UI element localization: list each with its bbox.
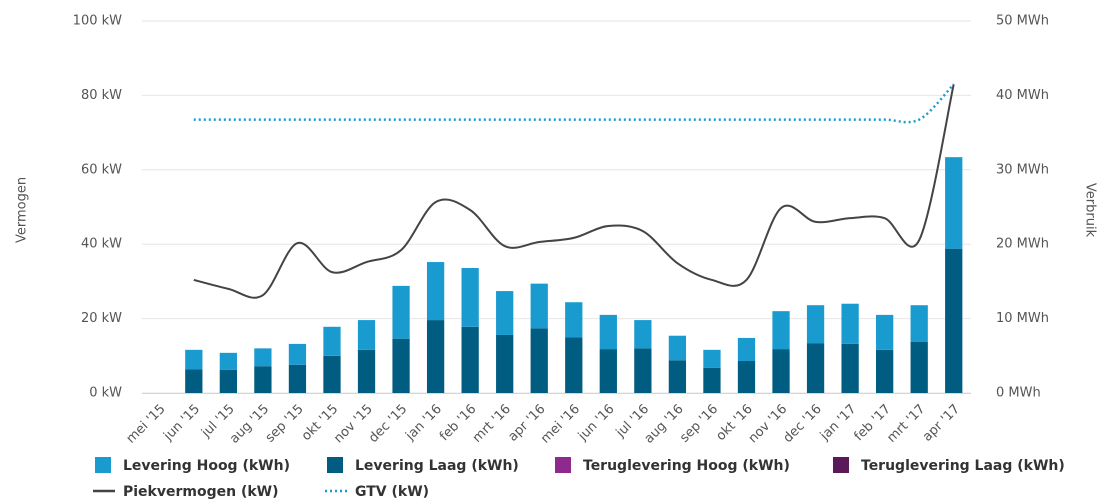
bar	[772, 349, 790, 393]
bar	[357, 349, 376, 393]
y2-tick-label: 0 MWh	[996, 386, 1041, 401]
bar	[357, 320, 376, 350]
bar	[806, 305, 825, 344]
x-tick-label: jan '17	[817, 402, 859, 444]
bar	[668, 335, 687, 361]
bar	[461, 326, 479, 393]
x-tick-label: aug '15	[227, 402, 272, 447]
legend-swatch	[95, 457, 111, 473]
bar	[185, 369, 203, 393]
bar	[219, 352, 237, 370]
bar	[841, 343, 859, 393]
bar	[323, 355, 341, 393]
bar	[426, 262, 445, 321]
x-tick-label: apr '17	[920, 402, 963, 445]
y2-tick-label: 30 MWh	[996, 162, 1049, 177]
bar	[288, 343, 307, 365]
bar	[772, 311, 790, 350]
bar	[841, 303, 859, 344]
bar	[219, 369, 237, 393]
y-tick-label: 20 kW	[81, 311, 122, 326]
legend-label: Levering Hoog (kWh)	[123, 458, 290, 474]
x-tick-label: dec '16	[781, 402, 825, 446]
y2-tick-label: 20 MWh	[996, 237, 1049, 252]
bar	[737, 361, 756, 393]
bar	[254, 348, 272, 367]
bar	[634, 320, 652, 349]
bar	[461, 268, 479, 327]
bar	[910, 341, 928, 393]
y-tick-label: 80 kW	[81, 88, 122, 103]
legend-swatch	[555, 457, 571, 473]
bar	[876, 314, 894, 350]
bar	[392, 285, 410, 339]
y-tick-label: 100 kW	[73, 14, 122, 29]
bar	[288, 364, 307, 393]
legend-label: Teruglevering Hoog (kWh)	[583, 458, 790, 474]
bar	[323, 326, 341, 356]
y-tick-label: 60 kW	[81, 162, 122, 177]
y-axis-title: Vermogen	[15, 177, 30, 243]
y2-axis-title: Verbruik	[1083, 183, 1098, 238]
legend-label: Teruglevering Laag (kWh)	[861, 458, 1065, 474]
legend-swatch	[833, 457, 849, 473]
peak-line	[193, 84, 955, 299]
x-tick-label: sep '16	[677, 402, 721, 446]
legend-label: GTV (kW)	[355, 484, 429, 500]
y2-tick-label: 50 MWh	[996, 14, 1049, 29]
x-tick-label: mei '15	[124, 402, 169, 447]
bar	[530, 328, 548, 393]
bar	[668, 360, 687, 393]
legend-label: Levering Laag (kWh)	[355, 458, 519, 474]
y2-tick-label: 10 MWh	[996, 311, 1049, 326]
x-tick-label: dec '15	[366, 402, 410, 446]
bar	[737, 337, 756, 362]
bar	[910, 305, 928, 342]
y-tick-label: 40 kW	[81, 237, 122, 252]
bar	[703, 349, 721, 368]
bar	[876, 349, 894, 393]
x-tick-label: sep '15	[263, 402, 307, 446]
bar	[565, 302, 583, 338]
bar	[945, 248, 963, 393]
bar	[426, 320, 445, 393]
bar	[599, 314, 617, 350]
bar	[703, 367, 721, 393]
bar	[496, 334, 514, 393]
bar	[392, 338, 410, 393]
y-tick-label: 0 kW	[89, 386, 122, 401]
gtv-line	[193, 83, 955, 124]
bar	[806, 343, 825, 393]
bar	[254, 366, 272, 393]
bar	[496, 291, 514, 335]
x-tick-label: jan '16	[402, 402, 444, 444]
x-tick-label: mei '16	[538, 402, 583, 447]
y2-tick-label: 40 MWh	[996, 88, 1049, 103]
x-tick-label: mrt '16	[470, 402, 514, 446]
legend-label: Piekvermogen (kW)	[123, 484, 279, 500]
x-tick-label: jun '15	[160, 402, 203, 445]
bar	[530, 283, 548, 329]
bar	[185, 349, 203, 370]
bar	[599, 349, 617, 393]
x-tick-label: mrt '17	[884, 402, 928, 446]
bar	[945, 157, 963, 249]
bar	[634, 348, 652, 393]
x-tick-label: jun '16	[575, 402, 618, 445]
x-tick-label: aug '16	[642, 402, 687, 447]
legend-swatch	[327, 457, 343, 473]
bar	[565, 337, 583, 393]
